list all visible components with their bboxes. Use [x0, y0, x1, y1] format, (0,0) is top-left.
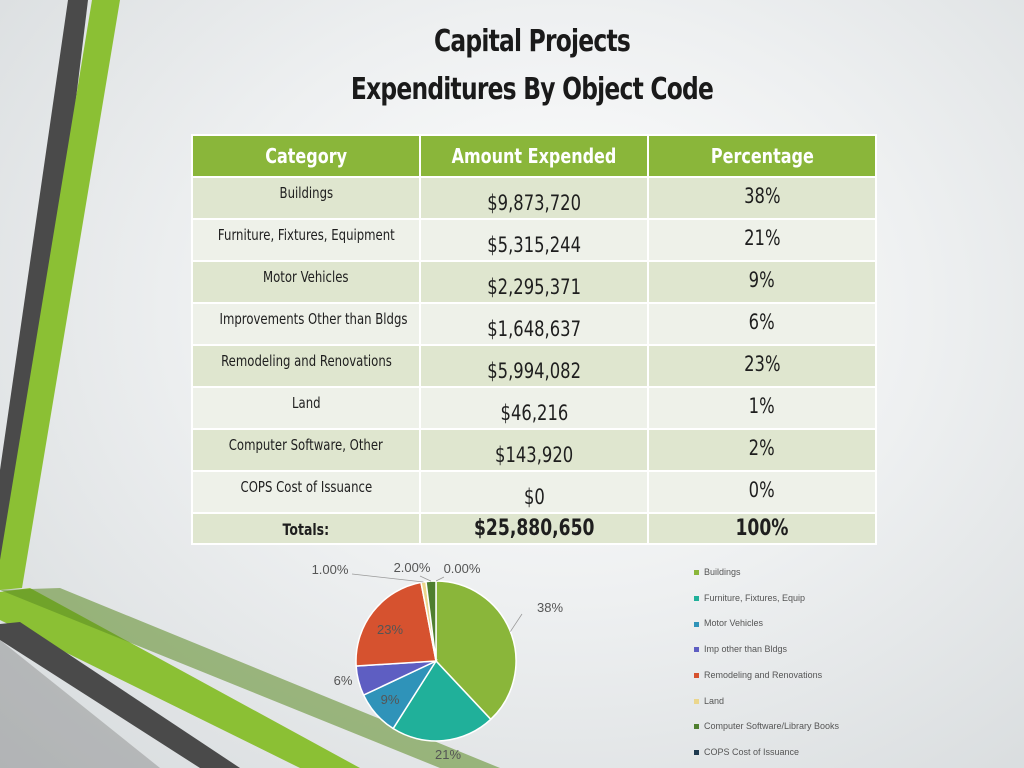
percentage-cell: 0% [647, 469, 877, 514]
pie-data-label: 23% [377, 622, 403, 637]
legend-item: Buildings [694, 567, 741, 577]
header-category: Category [191, 134, 421, 178]
legend-label: Furniture, Fixtures, Equip [704, 592, 806, 603]
amount-cell: $9,873,720 [419, 176, 649, 220]
amount-cell: $143,920 [419, 427, 649, 472]
percentage-cell: 23% [647, 343, 877, 388]
legend-label: Motor Vehicles [704, 618, 764, 629]
legend-label: Imp other than Bldgs [704, 644, 788, 655]
legend-item: Land [694, 696, 724, 706]
pie-data-label: 9% [381, 692, 400, 707]
table-row: COPS Cost of Issuance $0 0% [191, 469, 877, 514]
percentage-cell: 1% [647, 385, 877, 430]
category-cell: Buildings [191, 176, 421, 220]
pie-data-label: 0.00% [444, 561, 481, 576]
amount-cell: $1,648,637 [419, 301, 649, 346]
legend-item: Furniture, Fixtures, Equip [694, 593, 805, 603]
pie-data-label: 38% [537, 600, 563, 615]
title-line-1: Capital Projects [433, 24, 631, 59]
legend-item: Remodeling and Renovations [694, 670, 822, 680]
pie-slice [435, 580, 517, 721]
category-cell: Improvements Other than Bldgs [191, 301, 421, 346]
legend-label: Buildings [704, 567, 741, 577]
amount-cell: $5,315,244 [419, 217, 649, 262]
pie-data-label: 6% [334, 673, 353, 688]
category-cell: Land [191, 385, 421, 430]
legend-swatch [694, 698, 699, 704]
title-line-2: Expenditures By Object Code [350, 72, 714, 107]
totals-label: Totals: [191, 511, 421, 545]
percentage-cell: 9% [647, 259, 877, 304]
legend-swatch [694, 647, 699, 653]
pie-leader-line [435, 576, 445, 582]
legend-item: Computer Software/Library Books [694, 721, 839, 731]
category-cell: Motor Vehicles [191, 259, 421, 304]
header-amount: Amount Expended [419, 134, 649, 178]
percentage-cell: 6% [647, 301, 877, 346]
percentage-cell: 21% [647, 217, 877, 262]
pie-data-label: 2.00% [394, 560, 431, 575]
legend-item: Motor Vehicles [694, 618, 763, 628]
pie-data-label: 1.00% [312, 562, 349, 577]
amount-cell: $46,216 [419, 385, 649, 430]
expenditure-pie-chart: 38% 21% 9% 6% 23% 1.00% 2.00% 0.00% [312, 560, 564, 762]
category-cell: COPS Cost of Issuance [191, 469, 421, 514]
percentage-cell: 38% [647, 176, 877, 220]
amount-cell: $0 [419, 469, 649, 514]
legend-swatch [694, 750, 699, 756]
category-cell: Furniture, Fixtures, Equipment [191, 217, 421, 262]
category-cell: Remodeling and Renovations [191, 343, 421, 388]
header-percentage: Percentage [647, 134, 877, 178]
legend-swatch [694, 595, 699, 601]
table-row: Motor Vehicles $2,295,371 9% [191, 259, 877, 304]
table-header-row: Category Amount Expended Percentage [191, 134, 877, 178]
legend-swatch [694, 570, 699, 576]
totals-row: Totals: $25,880,650 100% [191, 511, 877, 545]
pie-leader-line [419, 575, 432, 582]
pie-slice [355, 581, 437, 667]
pie-leader-line [351, 573, 424, 583]
table-row: Land $46,216 1% [191, 385, 877, 430]
pie-slice [392, 659, 492, 742]
category-cell: Computer Software, Other [191, 427, 421, 472]
totals-amount: $25,880,650 [419, 511, 649, 545]
table-row: Improvements Other than Bldgs $1,648,637… [191, 301, 877, 346]
legend-item: COPS Cost of Issuance [694, 747, 799, 757]
amount-cell: $5,994,082 [419, 343, 649, 388]
legend-label: Remodeling and Renovations [704, 669, 823, 680]
expenditures-table: Category Amount Expended Percentage Buil… [191, 134, 877, 545]
table-row: Buildings $9,873,720 38% [191, 176, 877, 220]
percentage-cell: 2% [647, 427, 877, 472]
table-row: Furniture, Fixtures, Equipment $5,315,24… [191, 217, 877, 262]
legend-item: Imp other than Bldgs [694, 644, 787, 654]
pie-data-label: 21% [435, 747, 461, 762]
amount-cell: $2,295,371 [419, 259, 649, 304]
pie-leader-line [510, 613, 523, 632]
legend-swatch [694, 672, 699, 678]
legend-label: COPS Cost of Issuance [704, 746, 800, 757]
totals-percentage: 100% [647, 511, 877, 545]
table-row: Remodeling and Renovations $5,994,082 23… [191, 343, 877, 388]
legend-label: Land [704, 695, 725, 706]
table-row: Computer Software, Other $143,920 2% [191, 427, 877, 472]
legend-label: Computer Software/Library Books [704, 721, 840, 732]
legend-swatch [694, 621, 699, 627]
legend-swatch [694, 724, 699, 730]
